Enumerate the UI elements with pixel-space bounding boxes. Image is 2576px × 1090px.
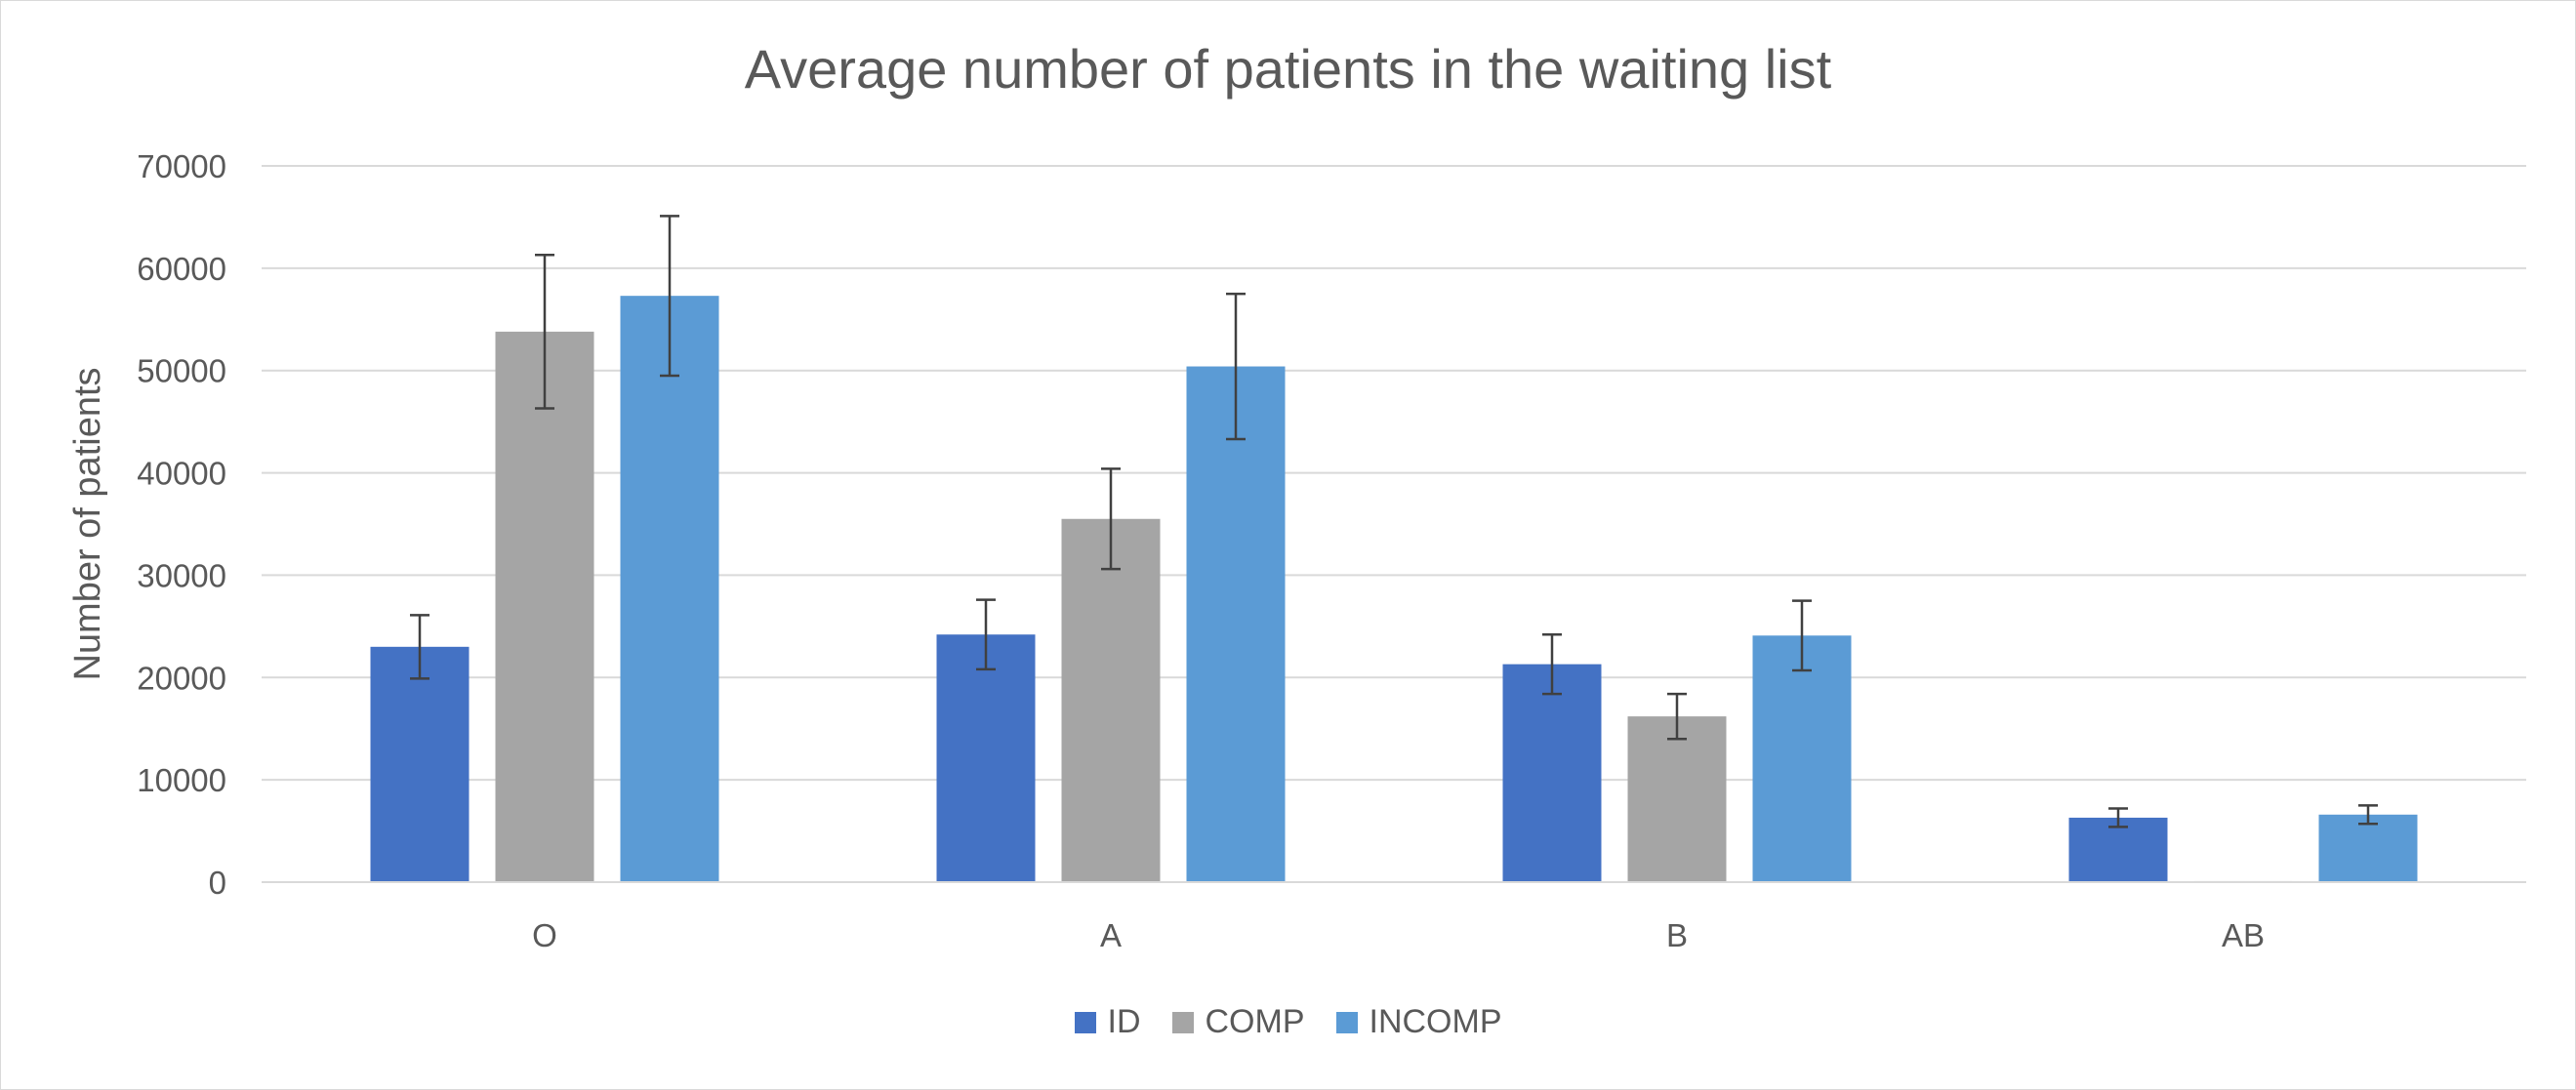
- bar-incomp-a: [1186, 366, 1286, 882]
- error-bar-id-b: [1542, 632, 1562, 696]
- y-tick-label: 0: [209, 865, 226, 901]
- bar-comp-o: [495, 331, 594, 883]
- legend-item-comp: COMP: [1171, 1003, 1305, 1041]
- legend-swatch: [1335, 1011, 1358, 1033]
- bar-incomp-ab: [2318, 814, 2418, 882]
- error-bar-incomp-ab: [2358, 804, 2378, 826]
- bar-incomp-b: [1752, 635, 1852, 882]
- y-tick-label: 40000: [137, 456, 226, 492]
- legend-label: INCOMP: [1369, 1003, 1502, 1040]
- y-tick-label: 10000: [137, 762, 226, 798]
- error-bar-id-ab: [2108, 807, 2128, 828]
- x-tick-label: B: [1666, 917, 1688, 953]
- bar-id-ab: [2068, 817, 2168, 882]
- legend-item-incomp: INCOMP: [1335, 1003, 1502, 1041]
- legend-label: ID: [1107, 1003, 1141, 1040]
- error-bars: [410, 215, 2378, 828]
- x-tick-label: AB: [2222, 917, 2265, 953]
- x-tick-label: A: [1100, 917, 1122, 953]
- x-axis-ticks: O A B AB: [532, 917, 2265, 953]
- y-tick-label: 70000: [137, 148, 226, 184]
- bar-incomp-o: [620, 296, 719, 882]
- bars: [262, 296, 2526, 883]
- bar-id-b: [1502, 664, 1602, 882]
- error-bar-incomp-o: [660, 215, 679, 378]
- y-tick-label: 20000: [137, 660, 226, 696]
- bar-comp-a: [1061, 518, 1161, 882]
- legend-swatch: [1074, 1011, 1096, 1033]
- bar-id-o: [370, 646, 470, 882]
- legend-swatch: [1171, 1011, 1194, 1033]
- legend-item-id: ID: [1074, 1003, 1141, 1041]
- chart-title: Average number of patients in the waitin…: [744, 38, 1832, 100]
- error-bar-comp-a: [1101, 467, 1121, 571]
- x-tick-label: O: [532, 917, 557, 953]
- y-tick-label: 60000: [137, 251, 226, 287]
- gridlines: [262, 165, 2526, 883]
- y-tick-label: 30000: [137, 557, 226, 593]
- error-bar-comp-b: [1667, 692, 1687, 741]
- error-bar-incomp-a: [1226, 292, 1246, 441]
- error-bar-incomp-b: [1792, 599, 1812, 672]
- error-bar-comp-o: [535, 253, 554, 410]
- y-axis-title: Number of patients: [67, 367, 108, 680]
- bar-comp-b: [1627, 716, 1727, 882]
- bar-id-a: [936, 634, 1036, 882]
- legend: ID COMP INCOMP: [0, 1003, 2576, 1041]
- legend-label: COMP: [1205, 1003, 1305, 1040]
- error-bar-id-a: [976, 598, 996, 671]
- error-bar-id-o: [410, 614, 429, 680]
- y-tick-label: 50000: [137, 353, 226, 389]
- y-axis-ticks: 0 10000 20000 30000 40000 50000 60000 70000: [137, 148, 226, 901]
